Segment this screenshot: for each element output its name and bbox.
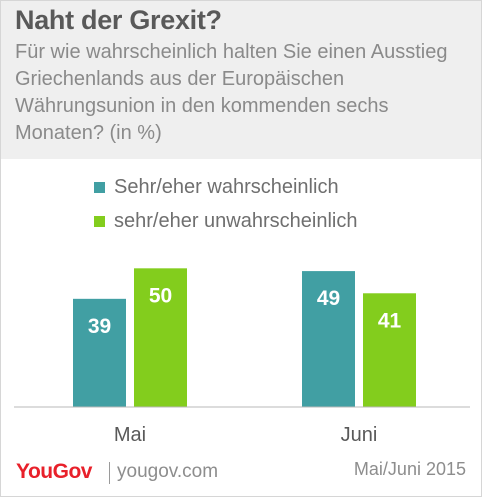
legend-swatch-likely bbox=[94, 181, 105, 193]
data-label-mai-unlikely: 50 bbox=[149, 284, 172, 307]
chart-header: Naht der Grexit? Für wie wahrscheinlich … bbox=[1, 1, 481, 159]
data-label-juni-unlikely: 41 bbox=[378, 309, 402, 332]
bar-mai-unlikely bbox=[134, 268, 187, 407]
bar-juni-unlikely bbox=[363, 293, 416, 407]
bar-mai-likely bbox=[73, 298, 126, 407]
legend-item-likely: Sehr/eher wahrscheinlich bbox=[94, 175, 339, 199]
legend-item-unlikely: sehr/eher unwahrscheinlich bbox=[94, 209, 357, 233]
legend-swatch-unlikely bbox=[94, 215, 105, 227]
chart-subtitle: Für wie wahrscheinlich halten Sie einen … bbox=[15, 41, 448, 144]
x-tick-label-mai: Mai bbox=[114, 424, 146, 446]
footer-url: yougov.com bbox=[117, 461, 219, 482]
legend-label-unlikely: sehr/eher unwahrscheinlich bbox=[114, 209, 358, 232]
data-label-juni-likely: 49 bbox=[317, 287, 340, 310]
footer-separator bbox=[109, 462, 110, 484]
x-tick-label-juni: Juni bbox=[341, 424, 378, 446]
footer-date: Mai/Juni 2015 bbox=[353, 459, 466, 479]
legend-label-likely: Sehr/eher wahrscheinlich bbox=[114, 175, 339, 198]
data-label-mai-likely: 39 bbox=[88, 315, 111, 338]
yougov-logo: YouGov bbox=[16, 460, 92, 483]
bar-juni-likely bbox=[302, 271, 355, 407]
chart-title: Naht der Grexit? bbox=[15, 5, 222, 35]
